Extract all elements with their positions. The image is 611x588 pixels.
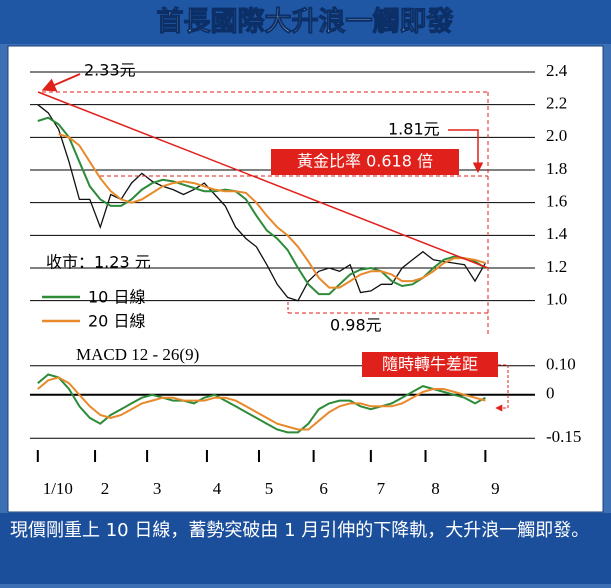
annotation: 1.81元 <box>388 120 440 139</box>
series-line <box>37 376 486 431</box>
arrow <box>448 129 484 174</box>
annotation-box <box>362 352 498 377</box>
x-tick-label: 8 <box>431 479 440 498</box>
x-tick-label: 2 <box>101 479 110 498</box>
plot-layer: 1.0 1.2 1.4 1.6 1.8 2.0 2.2 2.4 0.10 0 -0.15 1/10 2 3… <box>30 61 581 498</box>
y-tick-label: 2.0 <box>546 126 567 145</box>
annotation: 隨時轉牛差距 <box>382 355 478 374</box>
caption-bg <box>0 513 611 584</box>
macd-title: MACD 12 - 26(9) <box>76 345 199 364</box>
annotation: 黃金比率 0.618 倍 <box>297 152 433 171</box>
y-tick-label: 2.2 <box>546 94 567 113</box>
annotation-box <box>271 149 459 175</box>
y-tick-label: 1.6 <box>546 192 567 211</box>
header-bg <box>0 0 611 44</box>
y-tick-label: -0.15 <box>546 427 581 446</box>
series-line <box>37 373 486 434</box>
x-tick-label: 3 <box>153 479 162 498</box>
y-tick-label: 1.0 <box>546 290 567 309</box>
y-tick-label: 1.4 <box>546 224 568 243</box>
arrow <box>495 364 509 412</box>
legend-label: 10 日線 <box>88 288 145 307</box>
x-tick-label: 7 <box>377 479 386 498</box>
y-tick-label: 0.10 <box>546 355 576 374</box>
series-line <box>37 104 486 302</box>
x-tick-label: 4 <box>213 479 222 498</box>
header-title: 首長國際大升浪一觸即發 <box>157 6 454 38</box>
x-tick-label: 5 <box>265 479 274 498</box>
y-tick-label: 1.8 <box>546 159 567 178</box>
series-line <box>58 133 486 289</box>
x-tick-label: 9 <box>491 479 500 498</box>
caption: 現價剛重上 10 日線，蓄勢突破由 1 月引伸的下降軌，大升浪一觸即發。 <box>10 520 590 541</box>
legend-label: 20 日線 <box>88 312 145 331</box>
series-line <box>37 116 486 296</box>
x-tick-label: 6 <box>319 479 328 498</box>
y-tick-label: 2.4 <box>546 61 568 80</box>
x-tick-label: 1/10 <box>43 479 73 498</box>
annotation: 2.33元 <box>84 61 136 80</box>
annotation: 收市：1.23 元 <box>46 253 151 272</box>
arrow <box>41 73 81 92</box>
trend-line <box>37 91 489 269</box>
caption-box: 現價剛重上 10 日線，蓄勢突破由 1 月引伸的下降軌，大升浪一觸即發。 <box>10 520 590 541</box>
y-tick-label: 0 <box>546 384 555 403</box>
y-tick-label: 1.2 <box>546 257 567 276</box>
annotation: 0.98元 <box>330 316 382 335</box>
